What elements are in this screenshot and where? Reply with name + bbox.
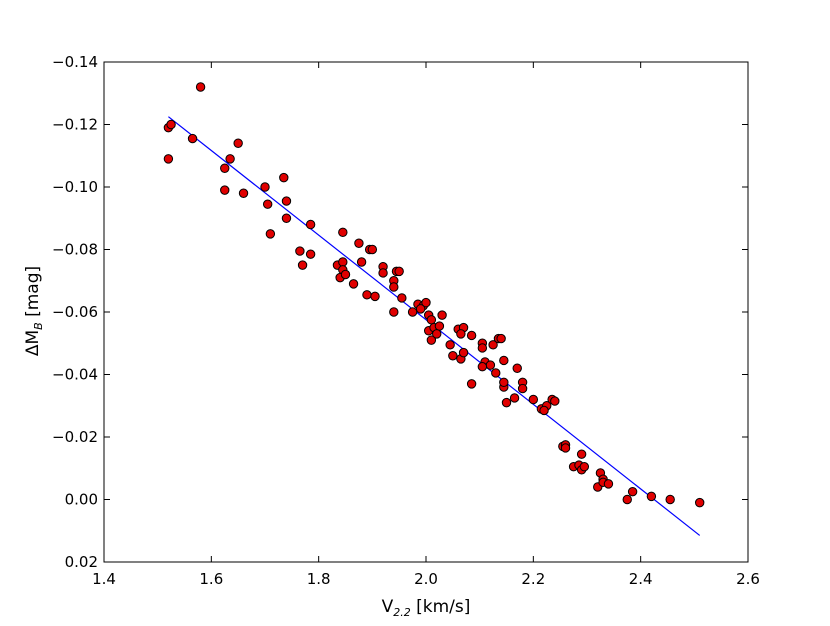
x-axis-label: V2.2 [km/s]	[382, 597, 471, 619]
y-tick-label: −0.02	[52, 428, 98, 446]
data-point	[512, 363, 522, 373]
data-point	[389, 307, 399, 317]
data-point	[295, 246, 305, 256]
data-point	[281, 213, 292, 223]
data-point	[496, 333, 506, 344]
data-point	[550, 396, 560, 406]
data-point	[166, 119, 176, 130]
y-tick-label: 0.00	[65, 491, 98, 509]
data-point	[279, 172, 289, 183]
data-point	[238, 188, 249, 198]
x-tick-label: 2.2	[521, 570, 545, 588]
data-point	[415, 304, 426, 314]
y-tick-label: −0.14	[52, 53, 98, 71]
data-point	[367, 244, 378, 255]
x-tick-label: 1.8	[307, 570, 331, 588]
data-point	[539, 405, 549, 416]
data-point	[407, 307, 418, 317]
data-point	[421, 297, 431, 308]
data-point	[528, 394, 539, 405]
data-point	[265, 229, 276, 239]
data-point	[517, 383, 528, 394]
data-point	[477, 361, 488, 372]
data-point	[233, 138, 243, 148]
y-tick-label: −0.04	[52, 366, 98, 384]
data-point	[456, 329, 466, 339]
data-point	[426, 315, 437, 325]
data-point	[434, 321, 445, 331]
data-point	[354, 238, 364, 248]
data-point	[448, 351, 458, 361]
data-point	[297, 260, 308, 270]
data-point	[187, 133, 198, 144]
y-tick-label: −0.10	[52, 178, 98, 196]
data-point	[627, 486, 638, 497]
data-point	[281, 196, 292, 206]
data-point	[576, 449, 587, 459]
data-point	[340, 269, 351, 280]
y-tick-label: −0.08	[52, 241, 98, 259]
data-point	[220, 185, 230, 195]
data-point	[491, 368, 501, 378]
data-point	[477, 343, 488, 353]
data-point	[426, 335, 437, 345]
data-point	[378, 268, 388, 278]
data-point	[622, 494, 632, 505]
data-point	[260, 182, 270, 192]
data-point	[445, 340, 455, 350]
data-point	[501, 397, 512, 408]
data-point	[488, 340, 498, 350]
data-point	[225, 154, 235, 164]
data-point	[220, 163, 230, 173]
data-point	[485, 360, 496, 370]
data-point	[362, 290, 372, 300]
data-point	[458, 347, 469, 358]
data-point	[665, 494, 675, 505]
y-ticks: −0.14 −0.12 −0.10 −0.08 −0.06 −0.04 −0.02 0.00 0…	[52, 53, 748, 571]
x-tick-label: 1.4	[92, 570, 116, 588]
data-point	[560, 443, 571, 453]
data-point	[348, 279, 359, 289]
data-point	[432, 329, 442, 339]
data-point	[499, 355, 509, 366]
data-point	[394, 266, 404, 277]
data-points	[163, 82, 705, 508]
data-point	[603, 479, 614, 489]
x-tick-label: 2.0	[414, 570, 438, 588]
data-point	[262, 199, 273, 209]
data-point	[579, 461, 590, 472]
x-tick-label: 1.6	[199, 570, 223, 588]
data-point	[195, 82, 206, 92]
x-tick-label: 2.6	[736, 570, 760, 588]
data-point	[163, 154, 174, 164]
data-point	[338, 227, 348, 238]
data-point	[695, 497, 705, 508]
data-point	[509, 393, 520, 403]
data-point	[466, 379, 477, 389]
data-point	[646, 491, 657, 502]
y-tick-label: 0.02	[65, 553, 98, 571]
data-point	[338, 257, 348, 267]
data-point	[466, 330, 477, 341]
data-point	[305, 249, 316, 259]
data-point	[437, 310, 447, 320]
y-axis-label: ΔMB [mag]	[23, 266, 45, 356]
x-ticks: 1.4 1.6 1.8 2.0 2.2 2.4 2.6	[92, 62, 760, 588]
data-point	[397, 293, 407, 303]
y-tick-label: −0.06	[52, 303, 98, 321]
data-point	[356, 257, 367, 267]
x-tick-label: 2.4	[629, 570, 653, 588]
data-point	[499, 377, 509, 388]
data-point	[370, 291, 380, 302]
y-tick-label: −0.12	[52, 116, 98, 134]
data-point	[305, 219, 316, 230]
data-point	[389, 282, 399, 292]
